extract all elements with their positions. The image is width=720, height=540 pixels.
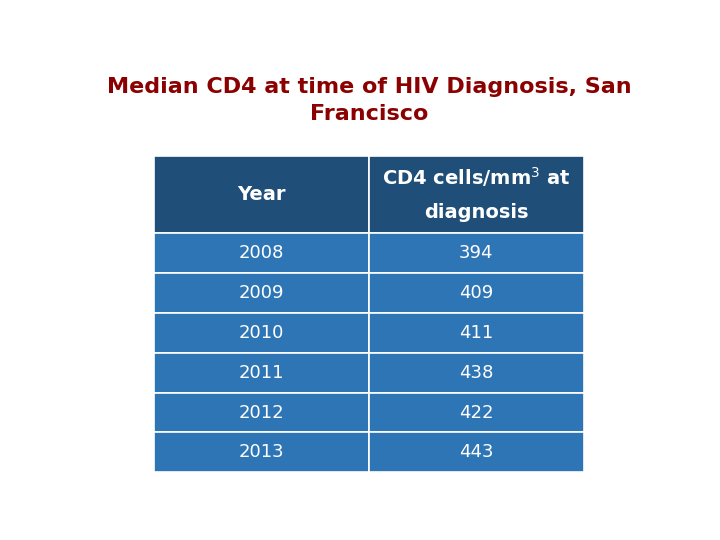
- FancyBboxPatch shape: [369, 353, 584, 393]
- FancyBboxPatch shape: [369, 233, 584, 273]
- Text: CD4 cells/mm$^3$ at: CD4 cells/mm$^3$ at: [382, 165, 571, 189]
- Text: Median CD4 at time of HIV Diagnosis, San
Francisco: Median CD4 at time of HIV Diagnosis, San…: [107, 77, 631, 124]
- FancyBboxPatch shape: [369, 393, 584, 433]
- Text: 422: 422: [459, 403, 494, 422]
- FancyBboxPatch shape: [369, 313, 584, 353]
- Text: 2013: 2013: [239, 443, 284, 461]
- Text: 411: 411: [459, 324, 493, 342]
- Text: 2009: 2009: [239, 284, 284, 302]
- Text: 409: 409: [459, 284, 493, 302]
- FancyBboxPatch shape: [154, 313, 369, 353]
- FancyBboxPatch shape: [154, 233, 369, 273]
- FancyBboxPatch shape: [369, 273, 584, 313]
- Text: 2008: 2008: [239, 244, 284, 262]
- FancyBboxPatch shape: [154, 353, 369, 393]
- Text: 2012: 2012: [239, 403, 284, 422]
- FancyBboxPatch shape: [154, 393, 369, 433]
- Text: Year: Year: [238, 185, 286, 204]
- FancyBboxPatch shape: [369, 433, 584, 472]
- Text: 443: 443: [459, 443, 494, 461]
- Text: diagnosis: diagnosis: [424, 202, 528, 222]
- Text: 2010: 2010: [239, 324, 284, 342]
- Text: 394: 394: [459, 244, 494, 262]
- Text: 2011: 2011: [239, 363, 284, 382]
- FancyBboxPatch shape: [154, 156, 369, 233]
- Text: 438: 438: [459, 363, 494, 382]
- FancyBboxPatch shape: [154, 273, 369, 313]
- FancyBboxPatch shape: [369, 156, 584, 233]
- FancyBboxPatch shape: [154, 433, 369, 472]
